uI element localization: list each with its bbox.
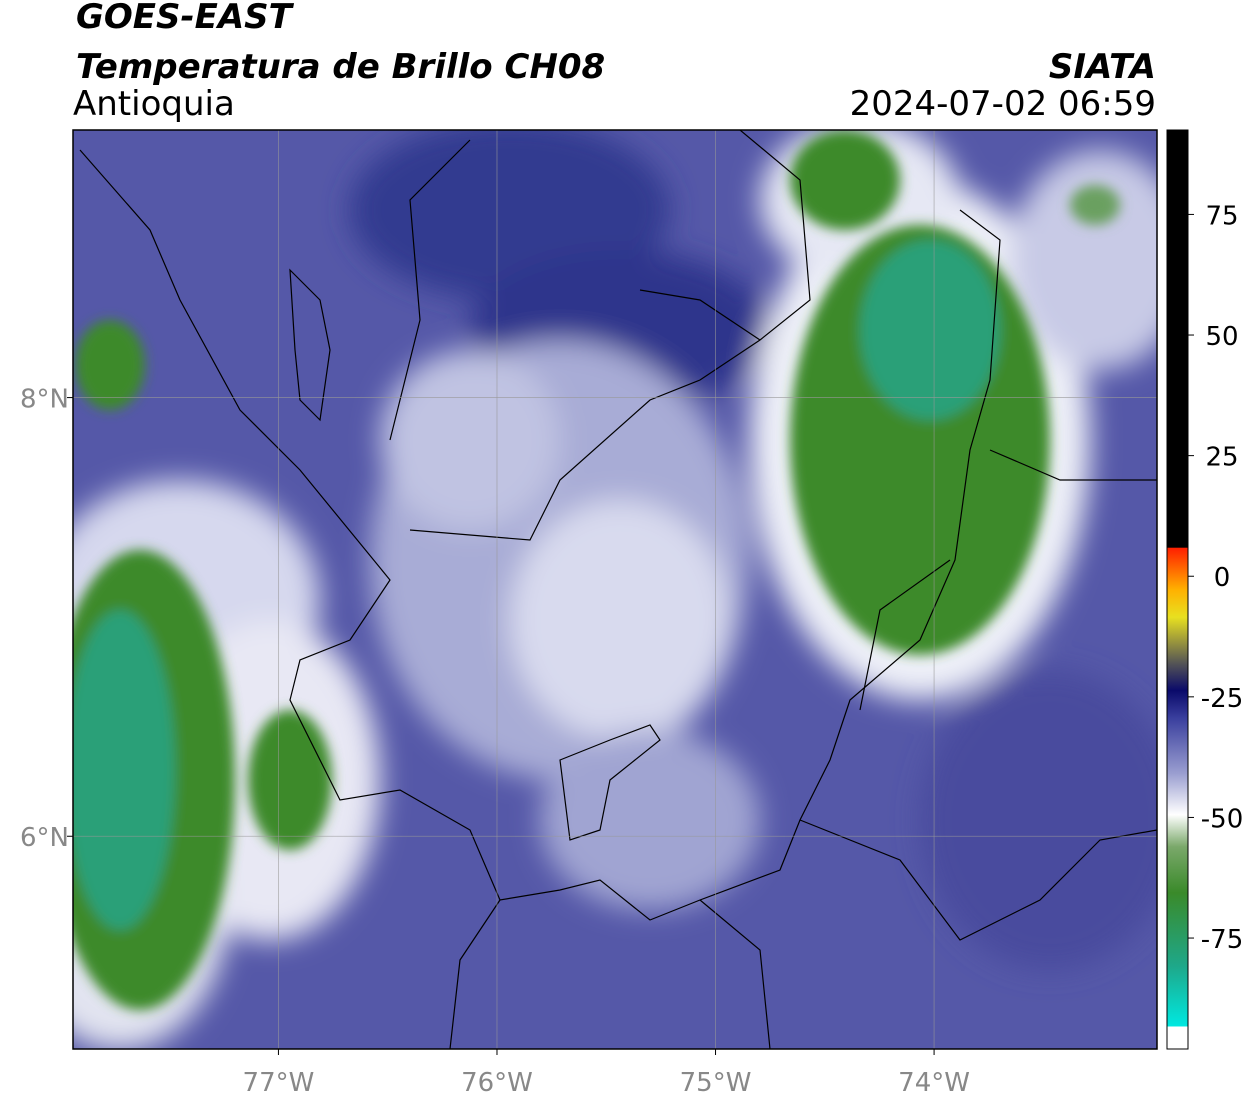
x-tick-label: 77°W: [243, 1068, 315, 1098]
map-frame: [72, 129, 1158, 1050]
title: GOES-EAST: [76, 0, 295, 37]
colorbar-tick-label: -50: [1201, 804, 1243, 834]
colorbar-tick-label: 25: [1205, 443, 1238, 473]
x-tick-label: 76°W: [461, 1068, 533, 1098]
colorbar-tick-label: 0: [1214, 563, 1231, 593]
x-tick-label: 74°W: [898, 1068, 970, 1098]
colorbar-tick-label: 50: [1205, 322, 1238, 352]
colorbar-tick-label: 75: [1205, 201, 1238, 231]
datetime: 2024-07-02 06:59: [850, 84, 1156, 124]
colorbar: [1166, 129, 1189, 1050]
y-tick-label: 6°N: [20, 823, 69, 853]
colorbar-tick-label: -75: [1201, 925, 1243, 955]
graticule: [73, 130, 1157, 1049]
source: SIATA: [1049, 47, 1156, 87]
region: Antioquia: [73, 84, 235, 124]
map-field: [73, 130, 1157, 1049]
subtitle: Temperatura de Brillo CH08: [76, 47, 605, 87]
borders: [79, 130, 1157, 1049]
x-tick-label: 75°W: [680, 1068, 752, 1098]
colorbar-tick-label: -25: [1201, 684, 1243, 714]
cold-tops: [73, 130, 1120, 1010]
y-tick-label: 8°N: [20, 385, 69, 415]
